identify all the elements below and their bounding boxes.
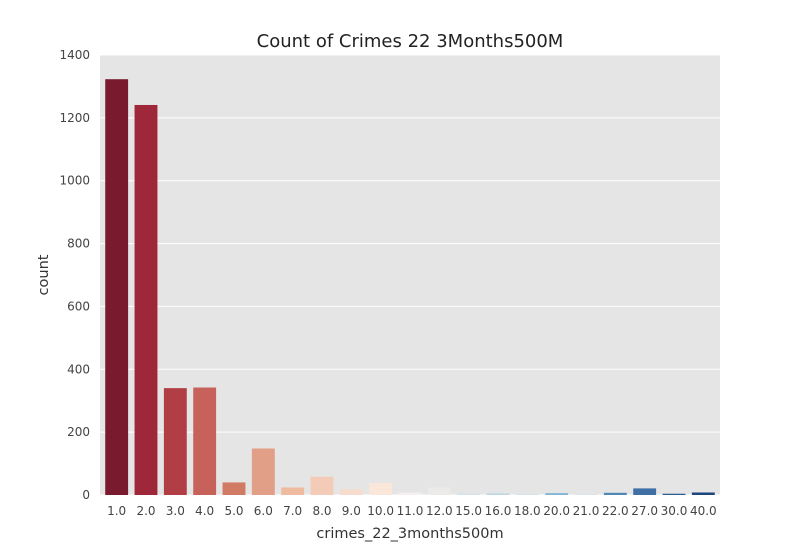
x-tick-label: 16.0: [485, 504, 512, 518]
x-tick-label: 21.0: [573, 504, 600, 518]
x-tick-label: 1.0: [107, 504, 126, 518]
bar: [633, 488, 657, 495]
bar: [105, 79, 129, 495]
x-tick-label: 27.0: [631, 504, 658, 518]
x-tick-label: 7.0: [283, 504, 302, 518]
bar: [222, 482, 246, 495]
x-tick-label: 10.0: [367, 504, 394, 518]
x-axis-label: crimes_22_3months500m: [316, 526, 503, 542]
bar: [134, 104, 158, 495]
y-tick-label: 800: [67, 237, 90, 251]
x-tick-labels: 1.0 2.0 3.0 4.0 5.0 6.0 7.0 8.0 9.0 10.0 11.0 12.0 1…: [107, 504, 717, 518]
x-tick-label: 12.0: [426, 504, 453, 518]
x-tick-label: 15.0: [455, 504, 482, 518]
x-tick-label: 22.0: [602, 504, 629, 518]
bar: [545, 493, 569, 495]
x-tick-label: 20.0: [543, 504, 570, 518]
x-tick-label: 5.0: [224, 504, 243, 518]
bar: [369, 483, 393, 495]
bar: [281, 487, 305, 495]
y-tick-label: 400: [67, 362, 90, 376]
bar: [574, 494, 598, 495]
chart-title: Count of Crimes 22 3Months500M: [257, 31, 564, 52]
bars: [105, 79, 715, 495]
x-tick-label: 18.0: [514, 504, 541, 518]
y-tick-label: 200: [67, 425, 90, 439]
y-tick-label: 600: [67, 299, 90, 313]
bar: [427, 487, 451, 495]
bar: [339, 489, 363, 495]
bar: [457, 493, 481, 495]
bar: [163, 388, 187, 495]
x-tick-label: 11.0: [397, 504, 424, 518]
x-tick-label: 6.0: [254, 504, 273, 518]
bar: [662, 493, 686, 495]
y-tick-label: 0: [82, 488, 90, 502]
x-tick-label: 8.0: [312, 504, 331, 518]
x-tick-label: 9.0: [342, 504, 361, 518]
x-tick-label: 2.0: [136, 504, 155, 518]
bar: [486, 493, 510, 495]
y-tick-labels: 0 200 400 600 800 1000 1200 1400: [59, 48, 90, 502]
x-tick-label: 30.0: [661, 504, 688, 518]
x-tick-label: 3.0: [166, 504, 185, 518]
bar: [310, 476, 334, 495]
bar: [193, 387, 217, 495]
y-axis-label: count: [36, 254, 52, 295]
plot-area: [100, 55, 720, 495]
bar: [691, 492, 715, 495]
y-tick-label: 1400: [59, 48, 90, 62]
y-tick-label: 1200: [59, 111, 90, 125]
bar: [251, 448, 275, 495]
x-tick-label: 4.0: [195, 504, 214, 518]
x-tick-label: 40.0: [690, 504, 717, 518]
bar: [398, 492, 422, 495]
y-tick-label: 1000: [59, 174, 90, 188]
bar: [603, 492, 627, 495]
